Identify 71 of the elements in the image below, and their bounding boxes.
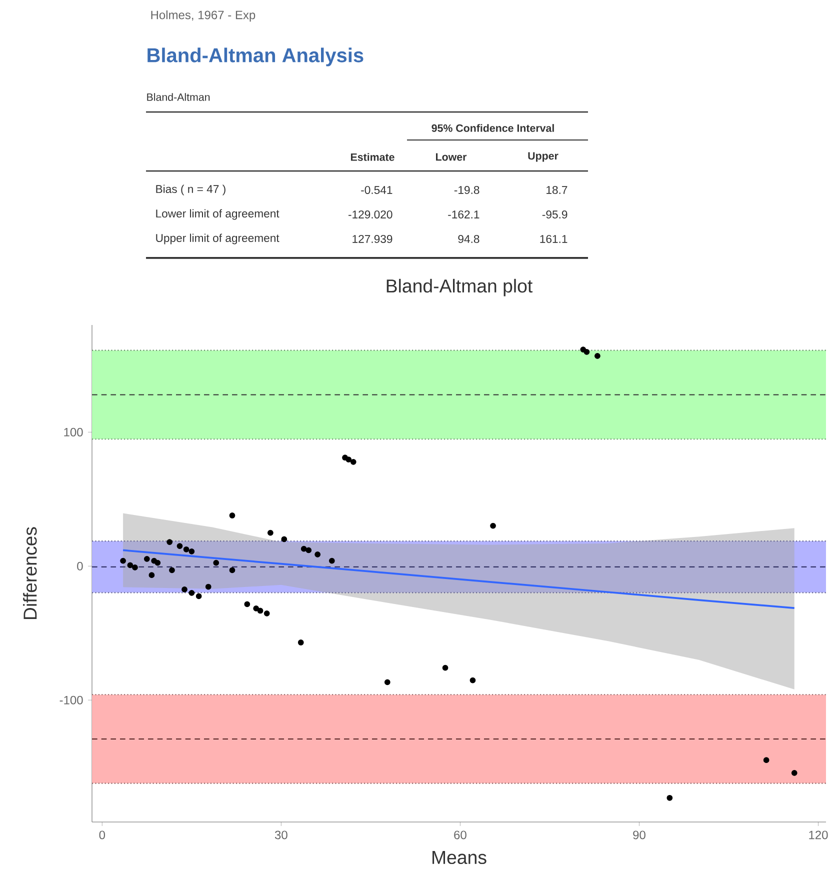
point	[205, 584, 212, 590]
y-tick-label: -100	[60, 696, 83, 704]
point	[144, 556, 150, 562]
text: 18.7	[546, 186, 568, 194]
point	[120, 558, 126, 564]
text: -129.020	[348, 210, 392, 218]
text: Upper	[528, 152, 558, 162]
point	[169, 567, 175, 574]
text: 127.939	[352, 234, 392, 243]
point	[154, 560, 161, 566]
point	[350, 458, 356, 465]
point	[132, 564, 138, 570]
text: 161.1	[540, 234, 568, 243]
text: Bland-Altman Analysis	[148, 48, 364, 66]
point	[584, 348, 590, 355]
point	[490, 522, 496, 529]
x-tick-label: 90	[633, 830, 646, 840]
point	[306, 547, 312, 554]
x-tick-label: 30	[274, 830, 288, 840]
point	[257, 608, 264, 614]
chart-title: Bland-Altman plot	[386, 278, 532, 296]
text: 95% Confidence Interval	[432, 124, 554, 132]
point	[176, 543, 183, 549]
y-tick-label: 100	[64, 428, 83, 436]
text: -95.9	[542, 210, 568, 218]
text: -0.541	[361, 186, 392, 194]
x-tick-label: 60	[454, 830, 466, 840]
text: -19.8	[454, 186, 480, 194]
text: 94.8	[458, 234, 480, 243]
point	[594, 353, 600, 359]
point	[213, 560, 220, 566]
point	[148, 572, 155, 578]
point	[384, 679, 390, 686]
point	[229, 567, 236, 574]
point	[267, 530, 274, 536]
point	[264, 610, 270, 616]
point	[127, 562, 134, 568]
text: Lower limit of agreement	[156, 209, 280, 220]
text: -162.1	[448, 210, 480, 218]
point	[182, 586, 188, 592]
point	[196, 593, 202, 600]
point	[183, 546, 190, 552]
point	[791, 770, 798, 776]
point	[253, 606, 260, 612]
point	[244, 601, 250, 608]
x-tick-label: 120	[809, 830, 828, 840]
text: Bias ( n = 47 )	[156, 184, 226, 196]
point	[188, 548, 195, 554]
x-axis-title: Means	[432, 851, 486, 864]
text: Bland-Altman	[147, 93, 210, 101]
point	[346, 456, 352, 462]
point	[281, 536, 288, 542]
point	[666, 794, 673, 801]
point	[300, 546, 307, 552]
y-tick-label: 0	[77, 562, 83, 570]
point	[763, 757, 770, 764]
point	[442, 664, 448, 671]
line-series	[122, 549, 796, 609]
text: Estimate	[350, 153, 394, 161]
point	[298, 640, 304, 646]
point	[229, 512, 236, 518]
text: Lower	[436, 153, 467, 161]
point	[328, 558, 335, 564]
text: Upper limit of agreement	[156, 234, 280, 244]
y-axis-title: Differences	[23, 527, 37, 620]
point	[188, 590, 195, 596]
x-tick-label: 0	[99, 830, 106, 840]
point	[166, 539, 173, 545]
text: Holmes, 1967 - Exp	[151, 10, 256, 22]
point	[314, 552, 321, 558]
point	[470, 677, 476, 684]
